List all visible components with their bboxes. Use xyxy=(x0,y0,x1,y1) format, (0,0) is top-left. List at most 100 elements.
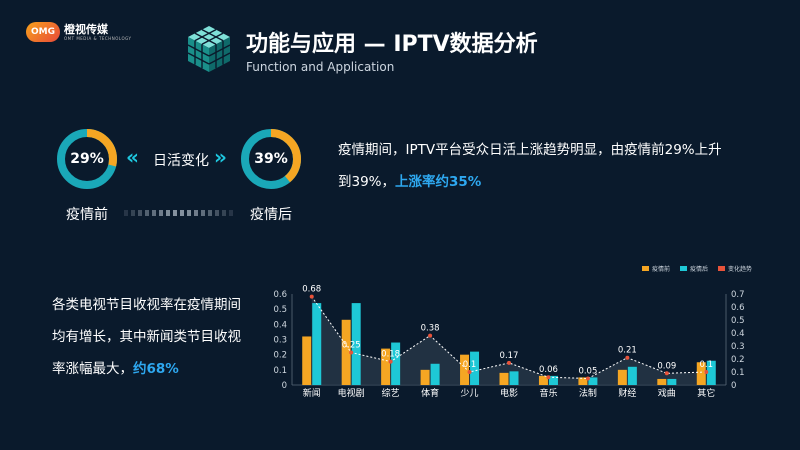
trend-data-label: 0.1 xyxy=(700,360,714,370)
trend-data-label: 0.21 xyxy=(618,346,637,356)
legend-item-trend: 变化趋势 xyxy=(717,264,752,273)
y-right-tick-label: 0.2 xyxy=(731,355,745,365)
trend-point xyxy=(467,370,472,374)
program-line-1: 各类电视节目收视率在疫情期间 xyxy=(52,297,241,313)
x-tick-label: 其它 xyxy=(697,387,715,399)
program-highlight: 约68% xyxy=(133,361,179,377)
x-tick-label: 财经 xyxy=(618,387,636,399)
bar-after xyxy=(706,360,716,385)
trend-data-label: 0.17 xyxy=(500,351,519,361)
ring-before xyxy=(57,129,117,189)
trend-area xyxy=(311,296,707,385)
summary-line-2: 到39%，上涨率约35% xyxy=(338,170,481,190)
bar-before xyxy=(657,378,667,385)
logo-mark: OMG xyxy=(26,22,60,42)
legend-label-after: 疫情后 xyxy=(689,266,708,273)
program-rating-chart: 0 0.1 0.2 0.3 0.4 0.5 0.6 0 0.1 0.2 0.3 0.4 0.5 0.6 0.… xyxy=(273,285,745,399)
trend-data-label: 0.09 xyxy=(657,361,676,371)
bar-before xyxy=(538,375,548,385)
bar-before xyxy=(341,319,351,385)
bar-before xyxy=(578,377,588,385)
y-left-tick-label: 0.1 xyxy=(273,366,287,376)
bar-before xyxy=(696,362,706,385)
trend-point xyxy=(546,375,551,380)
caption-after: 疫情后 xyxy=(250,207,292,223)
y-left-tick-label: 0 xyxy=(282,381,287,391)
bar-after xyxy=(391,342,401,385)
x-tick-label: 综艺 xyxy=(382,387,400,399)
y-left-tick-label: 0.5 xyxy=(273,305,287,315)
x-tick-label: 音乐 xyxy=(539,387,557,399)
ring-after xyxy=(241,129,301,189)
trend-point xyxy=(585,376,590,381)
bar-after xyxy=(351,303,361,385)
trend-data-label: 0.25 xyxy=(342,341,361,351)
program-line-3: 率涨幅最大，约68% xyxy=(52,357,179,377)
bar-after xyxy=(667,378,677,385)
x-tick-label: 戏曲 xyxy=(658,387,676,399)
bar-after xyxy=(312,303,322,385)
trend-data-label: 0.05 xyxy=(578,367,597,377)
bar-after xyxy=(588,377,598,385)
trend-data-label: 0.38 xyxy=(421,324,440,334)
x-tick-label: 电视剧 xyxy=(338,387,365,399)
bar-before xyxy=(381,348,391,385)
chart-legend: 疫情前 疫情后 变化趋势 xyxy=(632,264,752,273)
legend-label-before: 疫情前 xyxy=(651,266,670,273)
legend-item-before: 疫情前 xyxy=(641,264,670,273)
trend-data-label: 0.06 xyxy=(539,365,558,375)
bar-before xyxy=(499,372,509,385)
x-tick-label: 电影 xyxy=(500,387,518,399)
trend-point xyxy=(664,371,669,376)
logo-name: 橙视传媒 xyxy=(64,22,108,36)
y-right-tick-label: 0.5 xyxy=(731,316,745,326)
bar-after xyxy=(627,366,637,385)
trend-data-label: 0.68 xyxy=(302,285,321,295)
legend-swatch-trend xyxy=(717,266,725,271)
caption-before: 疫情前 xyxy=(66,207,108,223)
x-tick-label: 少儿 xyxy=(461,388,479,399)
trend-point xyxy=(388,359,393,364)
legend-swatch-before xyxy=(641,266,649,271)
page-title: 功能与应用 — IPTV数据分析 xyxy=(246,32,538,57)
daily-change-label: 日活变化 xyxy=(153,153,209,169)
legend-label-trend: 变化趋势 xyxy=(727,266,752,273)
legend-swatch-after xyxy=(679,266,687,271)
y-right-tick-label: 0.3 xyxy=(731,342,745,352)
bar-before xyxy=(302,336,312,385)
y-right-tick-label: 0.4 xyxy=(731,329,745,339)
program-line-2: 均有增长，其中新闻类节目收视 xyxy=(52,329,241,345)
bar-before xyxy=(460,354,470,385)
trend-point xyxy=(507,360,511,365)
y-left-tick-label: 0.4 xyxy=(273,320,287,330)
bar-after xyxy=(470,351,480,385)
x-tick-label: 体育 xyxy=(421,387,439,399)
y-left-tick-label: 0.2 xyxy=(273,351,287,361)
bar-after xyxy=(509,371,519,385)
logo-subtitle: OMT MEDIA & TECHNOLOGY xyxy=(64,35,132,41)
trend-point xyxy=(704,370,709,374)
y-right-tick-label: 0.1 xyxy=(731,368,745,378)
summary-highlight: 上涨率约35% xyxy=(395,174,482,190)
bar-before xyxy=(617,369,627,385)
y-right-tick-label: 0 xyxy=(731,381,736,391)
summary-line-1: 疫情期间，IPTV平台受众日活上涨趋势明显，由疫情前29%上升 xyxy=(338,142,722,158)
chevron-left-icon: « xyxy=(126,145,139,169)
trend-point xyxy=(309,294,314,299)
chevron-right-icon: » xyxy=(214,145,227,169)
trend-data-label: 0.18 xyxy=(381,350,400,360)
ring-before-label: 29% xyxy=(70,151,104,167)
bar-before xyxy=(420,369,430,385)
y-left-tick-label: 0.3 xyxy=(273,336,287,346)
y-left-tick-label: 0.6 xyxy=(273,290,287,300)
rubik-cube-icon xyxy=(187,26,231,72)
x-tick-label: 新闻 xyxy=(303,387,321,399)
summary-line-2-prefix: 到39%， xyxy=(338,174,396,190)
brand-logo: OMG 橙视传媒 OMT MEDIA & TECHNOLOGY xyxy=(26,22,131,42)
bar-after xyxy=(430,363,440,385)
trend-data-label: 0.1 xyxy=(463,360,477,370)
y-right-tick-label: 0.7 xyxy=(731,290,745,300)
trend-point xyxy=(349,350,354,355)
x-tick-label: 法制 xyxy=(579,387,597,399)
page-subtitle: Function and Application xyxy=(246,60,395,74)
